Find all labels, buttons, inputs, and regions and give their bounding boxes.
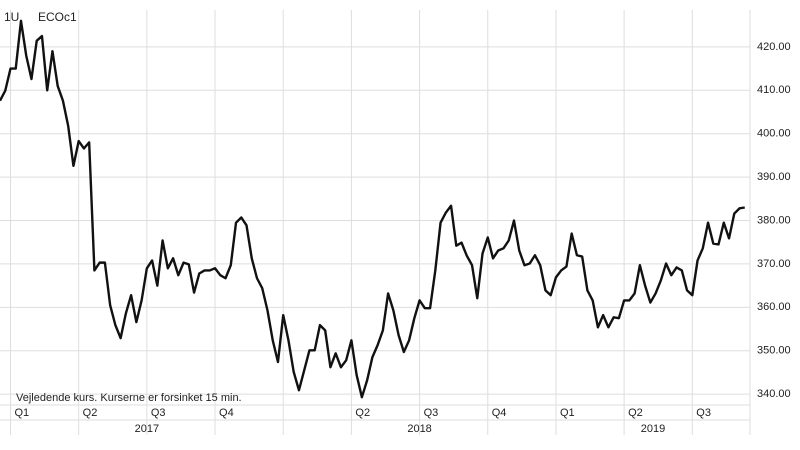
ric-code: 1U	[4, 10, 19, 24]
x-tick-label: Q1	[560, 407, 575, 419]
instrument: ECOc1	[38, 10, 77, 24]
x-tick-label: Q1	[14, 407, 29, 419]
year-label: 2017	[135, 423, 159, 435]
x-tick-label: Q2	[628, 407, 643, 419]
year-label: 2019	[641, 423, 665, 435]
y-tick-label: 420.00	[757, 41, 791, 53]
marks	[0, 19, 745, 399]
x-tick-label: Q4	[492, 407, 507, 419]
y-tick-label: 340.00	[757, 388, 791, 400]
y-tick-label: 380.00	[757, 214, 791, 226]
y-tick-label: 390.00	[757, 171, 791, 183]
x-tick-label: Q3	[424, 407, 439, 419]
x-tick-label: Q2	[83, 407, 98, 419]
y-tick-label: 400.00	[757, 128, 791, 140]
price-line	[0, 19, 745, 399]
x-tick-label: Q3	[151, 407, 166, 419]
year-label: 2018	[407, 423, 431, 435]
y-tick-label: 360.00	[757, 301, 791, 313]
grid	[0, 10, 751, 435]
note: Vejledende kurs. Kurserne er forsinket 1…	[16, 392, 242, 404]
y-tick-label: 370.00	[757, 258, 791, 270]
y-tick-label: 350.00	[757, 345, 791, 357]
x-tick-label: Q2	[355, 407, 370, 419]
x-tick-label: Q4	[219, 407, 234, 419]
x-tick-label: Q3	[696, 407, 711, 419]
y-tick-label: 410.00	[757, 84, 791, 96]
